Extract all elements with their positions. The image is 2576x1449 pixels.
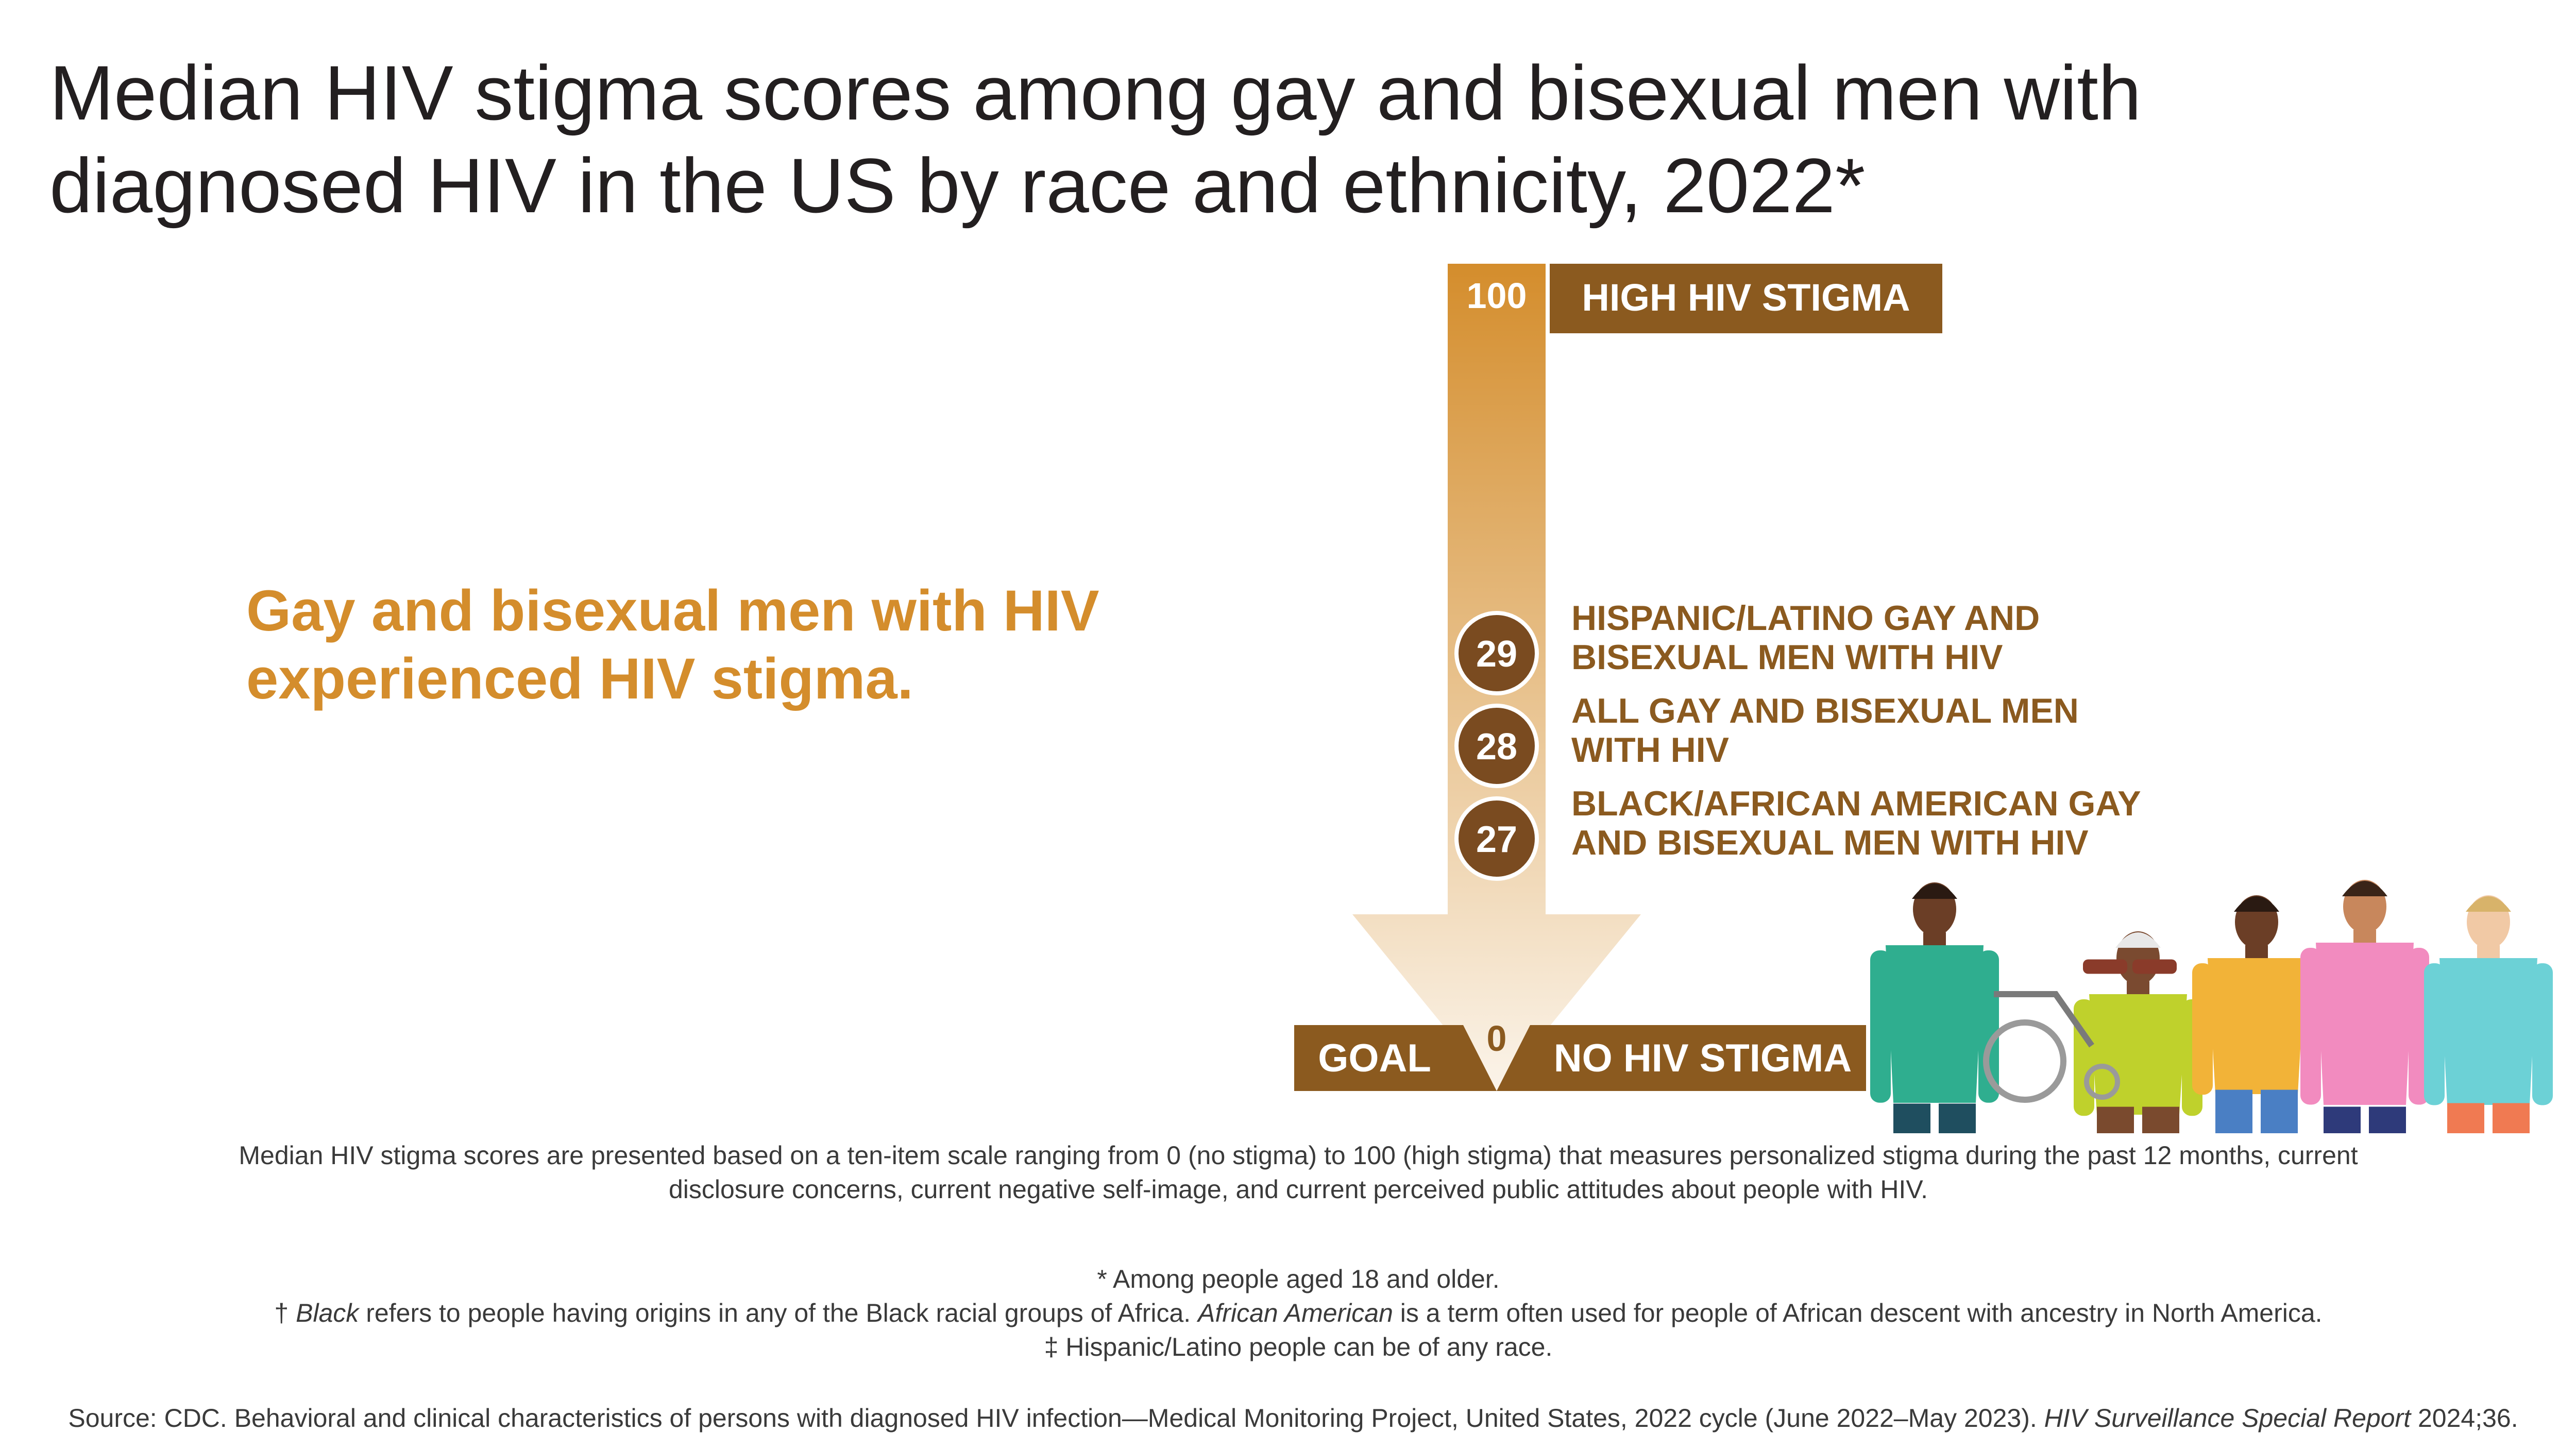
torso xyxy=(1886,945,1984,1103)
footnote-term-african-american: African American xyxy=(1198,1299,1393,1327)
category-label: AND BISEXUAL MEN WITH HIV xyxy=(1571,823,2089,862)
left-shoe xyxy=(2083,959,2127,974)
right-leg xyxy=(2261,1089,2298,1133)
note-line-2: disclosure concerns, current negative se… xyxy=(669,1175,1928,1204)
source-tail: 2024;36. xyxy=(2411,1404,2518,1433)
footnote-suffix-text: is a term often used for people of Afric… xyxy=(1393,1299,2323,1327)
hair xyxy=(1912,883,1957,899)
score-circle xyxy=(1454,796,1539,881)
left-leg xyxy=(2447,1103,2484,1133)
torso xyxy=(2439,958,2537,1105)
right-leg xyxy=(1939,1103,1976,1133)
score-circle xyxy=(1454,704,1539,788)
torso xyxy=(2208,958,2306,1094)
wheelchair-frame xyxy=(1994,991,2094,1048)
right-leg xyxy=(2493,1103,2530,1133)
right-arm xyxy=(2532,963,2553,1105)
footnote-term-black: Black xyxy=(296,1299,359,1327)
score-value: 27 xyxy=(1476,819,1517,860)
scale-description-note: Median HIV stigma scores are presented b… xyxy=(155,1138,2442,1206)
title-line-1: Median HIV stigma scores among gay and b… xyxy=(49,49,2142,136)
category-label: WITH HIV xyxy=(1571,730,1729,770)
footnotes: * Among people aged 18 and older. † Blac… xyxy=(155,1262,2442,1364)
hair xyxy=(2115,932,2161,948)
wheelchair xyxy=(1983,991,2120,1103)
title-line-2: diagnosed HIV in the US by race and ethn… xyxy=(49,142,1866,229)
goal-label: GOAL xyxy=(1318,1036,1431,1080)
high-stigma-banner xyxy=(1550,264,1942,333)
source-citation: Source: CDC. Behavioral and clinical cha… xyxy=(31,1401,2555,1435)
hair xyxy=(2342,881,2387,896)
left-leg xyxy=(1893,1103,1930,1133)
no-stigma-banner xyxy=(1497,1025,1866,1091)
category-label: BISEXUAL MEN WITH HIV xyxy=(1571,638,2003,677)
person-4 xyxy=(2300,880,2429,1133)
person-3 xyxy=(2192,895,2321,1133)
left-arm xyxy=(2300,948,2321,1105)
hair xyxy=(2234,896,2279,912)
category-label: BLACK/AFRICAN AMERICAN GAY xyxy=(1571,784,2141,823)
scale-top-label: 100 xyxy=(1467,276,1527,316)
wheel-large xyxy=(1983,1019,2066,1103)
callout-line-1: Gay and bisexual men with HIV xyxy=(246,578,1099,643)
hair xyxy=(2466,896,2511,912)
high-stigma-label: HIGH HIV STIGMA xyxy=(1582,276,1910,319)
right-leg xyxy=(2369,1106,2406,1133)
footnote-dagger: † xyxy=(274,1299,296,1327)
score-circle xyxy=(1454,611,1539,695)
left-leg xyxy=(2097,1106,2134,1133)
footnote-ethnicity: ‡ Hispanic/Latino people can be of any r… xyxy=(1044,1333,1553,1361)
person-2-spacer xyxy=(2066,959,2177,998)
callout-text: Gay and bisexual men with HIV experience… xyxy=(246,577,1431,713)
torso xyxy=(2089,994,2187,1115)
page-title: Median HIV stigma scores among gay and b… xyxy=(49,46,2471,232)
wheel-small xyxy=(2084,1064,2120,1100)
person-1 xyxy=(1870,882,1999,1133)
note-line-1: Median HIV stigma scores are presented b… xyxy=(239,1141,2358,1170)
person-5 xyxy=(2424,895,2553,1133)
left-leg xyxy=(2324,1106,2361,1133)
goal-banner xyxy=(1294,1025,1497,1091)
score-value: 29 xyxy=(1476,634,1517,675)
no-stigma-label: NO HIV STIGMA xyxy=(1554,1036,1852,1080)
left-arm xyxy=(2424,963,2445,1105)
scale-arrow-group: HIGH HIV STIGMA 100 GOAL NO HIV STIGMA 0 xyxy=(1294,264,1942,1091)
callout-line-2: experienced HIV stigma. xyxy=(246,646,913,711)
source-main: Source: CDC. Behavioral and clinical cha… xyxy=(68,1404,2044,1433)
footnote-age: * Among people aged 18 and older. xyxy=(1097,1265,1500,1293)
torso xyxy=(2316,943,2414,1105)
left-arm xyxy=(2066,997,2087,998)
left-leg xyxy=(2215,1089,2252,1133)
scale-bottom-label: 0 xyxy=(1487,1018,1507,1059)
left-arm xyxy=(2074,999,2094,1116)
footnote-race-definition: † Black refers to people having origins … xyxy=(155,1296,2442,1330)
category-label: ALL GAY AND BISEXUAL MEN xyxy=(1571,691,2079,730)
right-shoe xyxy=(2132,959,2177,974)
footnote-mid-text: refers to people having origins in any o… xyxy=(359,1299,1198,1327)
right-leg xyxy=(2142,1106,2179,1133)
left-arm xyxy=(2192,963,2213,1095)
people-group-illustration xyxy=(1870,880,2553,1133)
source-journal: HIV Surveillance Special Report xyxy=(2044,1404,2411,1433)
category-label: HISPANIC/LATINO GAY AND xyxy=(1571,599,2040,638)
score-value: 28 xyxy=(1476,726,1517,768)
left-arm xyxy=(1870,950,1891,1103)
